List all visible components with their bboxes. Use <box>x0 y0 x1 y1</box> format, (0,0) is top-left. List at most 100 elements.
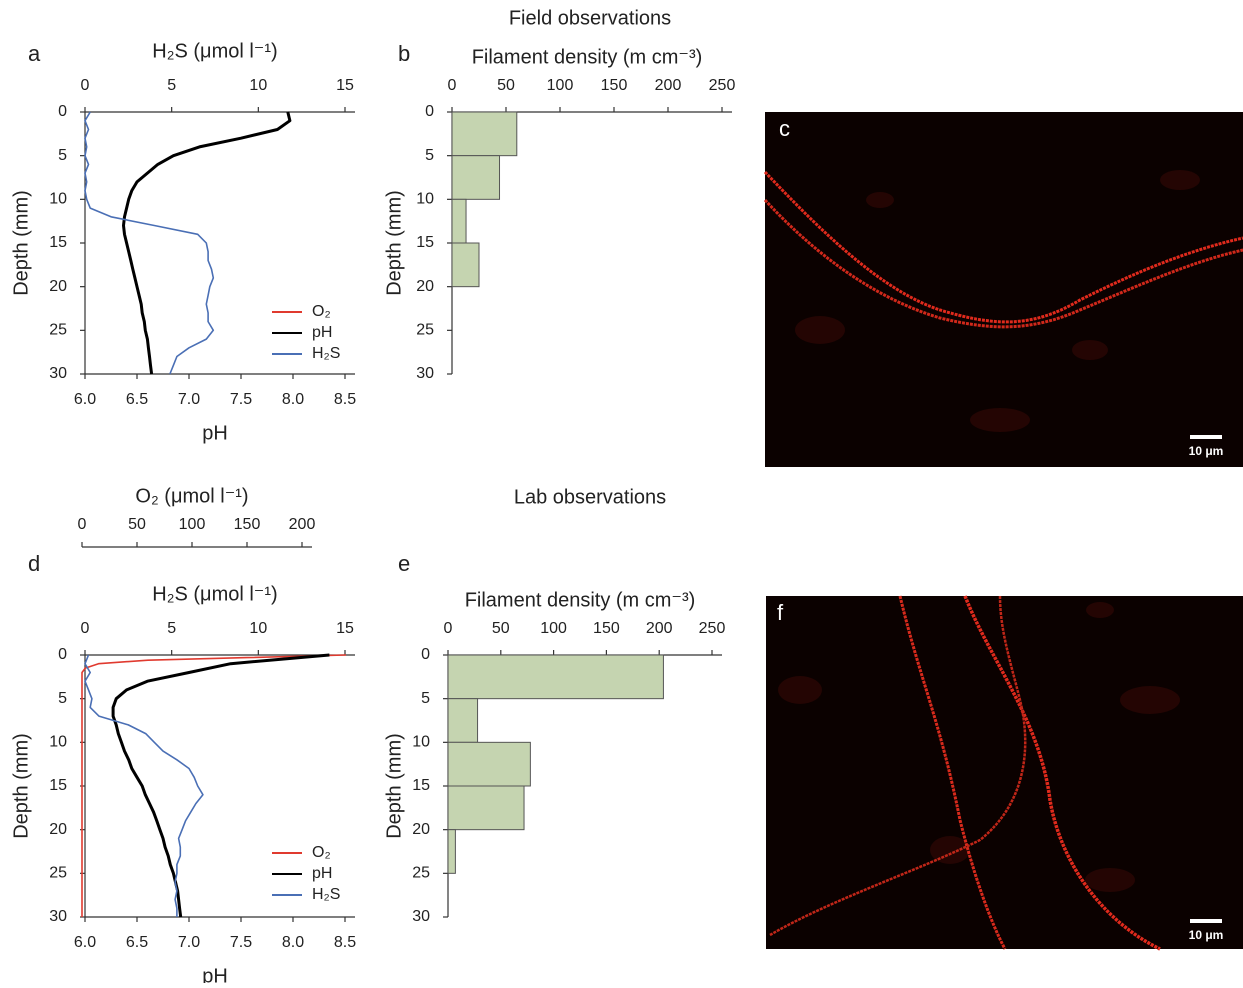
profile-line <box>122 111 292 375</box>
profile-line <box>111 653 330 918</box>
y-tick-label: 30 <box>412 908 430 925</box>
y-tick-label: 15 <box>49 777 67 794</box>
y-tick-label: 20 <box>49 821 67 838</box>
x-tick-label: 200 <box>289 516 316 533</box>
x-tick-label: 250 <box>709 77 736 94</box>
x-tick-label: 200 <box>646 620 673 637</box>
legend-label: O₂ <box>312 303 331 320</box>
x-tick-label: 8.5 <box>334 934 356 951</box>
x-tick-label: 100 <box>540 620 567 637</box>
x-tick-label: 7.5 <box>230 934 252 951</box>
x-tick-label: 50 <box>128 516 146 533</box>
x-axis-label: pH <box>202 965 228 983</box>
panel-letter: f <box>777 600 784 625</box>
y-tick-label: 0 <box>421 646 430 663</box>
x-tick-label: 0 <box>448 77 457 94</box>
x-tick-label: 5 <box>167 77 176 94</box>
x-tick-label: 50 <box>492 620 510 637</box>
x-axis-label: H₂S (μmol l⁻¹) <box>152 583 277 605</box>
y-tick-label: 30 <box>49 908 67 925</box>
bar <box>447 654 664 700</box>
bar <box>447 741 531 787</box>
x-tick-label: 150 <box>601 77 628 94</box>
legend-label: H₂S <box>312 886 340 903</box>
y-tick-label: 5 <box>425 147 434 164</box>
y-tick-label: 20 <box>412 821 430 838</box>
y-tick-label: 10 <box>412 734 430 751</box>
x-tick-label: 7.0 <box>178 934 200 951</box>
micrograph: f 10 μm <box>766 595 1243 951</box>
x-tick-label: 8.5 <box>334 391 356 408</box>
x-tick-label: 6.0 <box>74 934 96 951</box>
y-tick-label: 25 <box>49 322 67 339</box>
x-tick-label: 10 <box>249 77 267 94</box>
bar <box>447 785 525 831</box>
y-tick-label: 15 <box>49 234 67 251</box>
x-tick-label: 10 <box>249 620 267 637</box>
y-tick-label: 25 <box>412 865 430 882</box>
x-tick-label: 8.0 <box>282 934 304 951</box>
y-tick-label: 20 <box>49 278 67 295</box>
bar <box>451 111 518 157</box>
x-tick-label: 5 <box>167 620 176 637</box>
x-tick-label: 15 <box>336 77 354 94</box>
y-tick-label: 25 <box>49 865 67 882</box>
x-tick-label: 6.0 <box>74 391 96 408</box>
y-tick-label: 15 <box>416 234 434 251</box>
x-tick-label: 7.0 <box>178 391 200 408</box>
profile-line <box>84 654 204 917</box>
panel-letter: e <box>398 551 410 576</box>
x-axis-label: O₂ (μmol l⁻¹) <box>135 485 248 507</box>
x-tick-label: 6.5 <box>126 391 148 408</box>
bar <box>447 698 479 743</box>
y-axis-label: Depth (mm) <box>383 733 405 839</box>
legend-label: H₂S <box>312 345 340 362</box>
y-tick-label: 0 <box>58 646 67 663</box>
panel-letter: a <box>28 41 41 66</box>
x-tick-label: 8.0 <box>282 391 304 408</box>
y-tick-label: 0 <box>58 103 67 120</box>
x-axis-label: Filament density (m cm⁻³) <box>472 46 703 68</box>
x-axis-label: Filament density (m cm⁻³) <box>465 589 696 611</box>
x-tick-label: 150 <box>234 516 261 533</box>
x-tick-label: 200 <box>655 77 682 94</box>
x-tick-label: 0 <box>81 620 90 637</box>
heading: Lab observations <box>514 486 666 508</box>
scale-bar-label: 10 μm <box>1189 928 1224 942</box>
x-axis-label: pH <box>202 422 228 444</box>
y-tick-label: 15 <box>412 777 430 794</box>
x-tick-label: 250 <box>699 620 726 637</box>
y-tick-label: 10 <box>49 734 67 751</box>
bar <box>451 242 480 288</box>
bar <box>451 155 501 200</box>
x-axis-label: H₂S (μmol l⁻¹) <box>152 40 277 62</box>
x-tick-label: 7.5 <box>230 391 252 408</box>
x-tick-label: 100 <box>179 516 206 533</box>
heading: Field observations <box>509 7 671 29</box>
y-tick-label: 20 <box>416 278 434 295</box>
profile-line <box>81 654 347 917</box>
y-tick-label: 5 <box>58 690 67 707</box>
micrograph: c 10 μm <box>763 112 1243 467</box>
x-tick-label: 100 <box>547 77 574 94</box>
panel-letter: c <box>779 116 790 141</box>
y-tick-label: 0 <box>425 103 434 120</box>
legend-label: pH <box>312 324 332 341</box>
scale-bar-label: 10 μm <box>1189 444 1224 458</box>
panel-letter: b <box>398 41 410 66</box>
y-tick-label: 5 <box>421 690 430 707</box>
y-tick-label: 25 <box>416 322 434 339</box>
y-tick-label: 5 <box>58 147 67 164</box>
profile-line <box>84 111 215 375</box>
x-tick-label: 0 <box>81 77 90 94</box>
y-tick-label: 10 <box>416 191 434 208</box>
x-tick-label: 50 <box>497 77 515 94</box>
bar <box>447 829 456 874</box>
y-tick-label: 30 <box>49 365 67 382</box>
y-axis-label: Depth (mm) <box>10 190 32 296</box>
y-axis-label: Depth (mm) <box>383 190 405 296</box>
x-tick-label: 150 <box>593 620 620 637</box>
y-axis-label: Depth (mm) <box>10 733 32 839</box>
panel-letter: d <box>28 551 40 576</box>
